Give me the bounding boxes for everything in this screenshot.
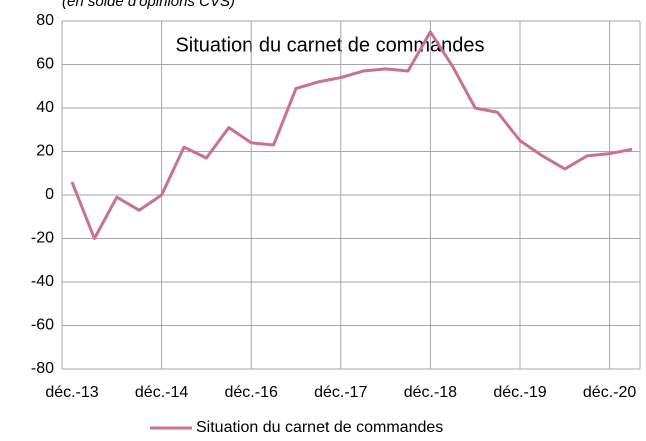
- y-tick-label: 20: [36, 143, 54, 160]
- x-tick-label: déc.-19: [493, 384, 546, 401]
- chart-title: Situation du carnet de commandes: [175, 34, 484, 56]
- chart-subtitle: (en solde d'opinions CVS): [62, 0, 235, 10]
- y-tick-label: -80: [31, 360, 54, 377]
- y-tick-label: 80: [36, 12, 54, 29]
- y-tick-label: 60: [36, 56, 54, 73]
- y-tick-label: 0: [45, 186, 54, 203]
- x-tick-label: déc.-20: [583, 384, 636, 401]
- legend-label: Situation du carnet de commandes: [196, 419, 443, 436]
- x-tick-label: déc.-13: [45, 384, 98, 401]
- y-tick-label: -60: [31, 317, 54, 334]
- x-tick-label: déc.-18: [404, 384, 457, 401]
- y-tick-label: -40: [31, 273, 54, 290]
- line-series: [70, 30, 633, 240]
- x-tick-label: déc.-14: [135, 384, 188, 401]
- x-tick-label: déc.-17: [314, 384, 367, 401]
- x-tick-label: déc.-16: [225, 384, 278, 401]
- y-tick-label: -20: [31, 230, 54, 247]
- y-tick-label: 40: [36, 99, 54, 116]
